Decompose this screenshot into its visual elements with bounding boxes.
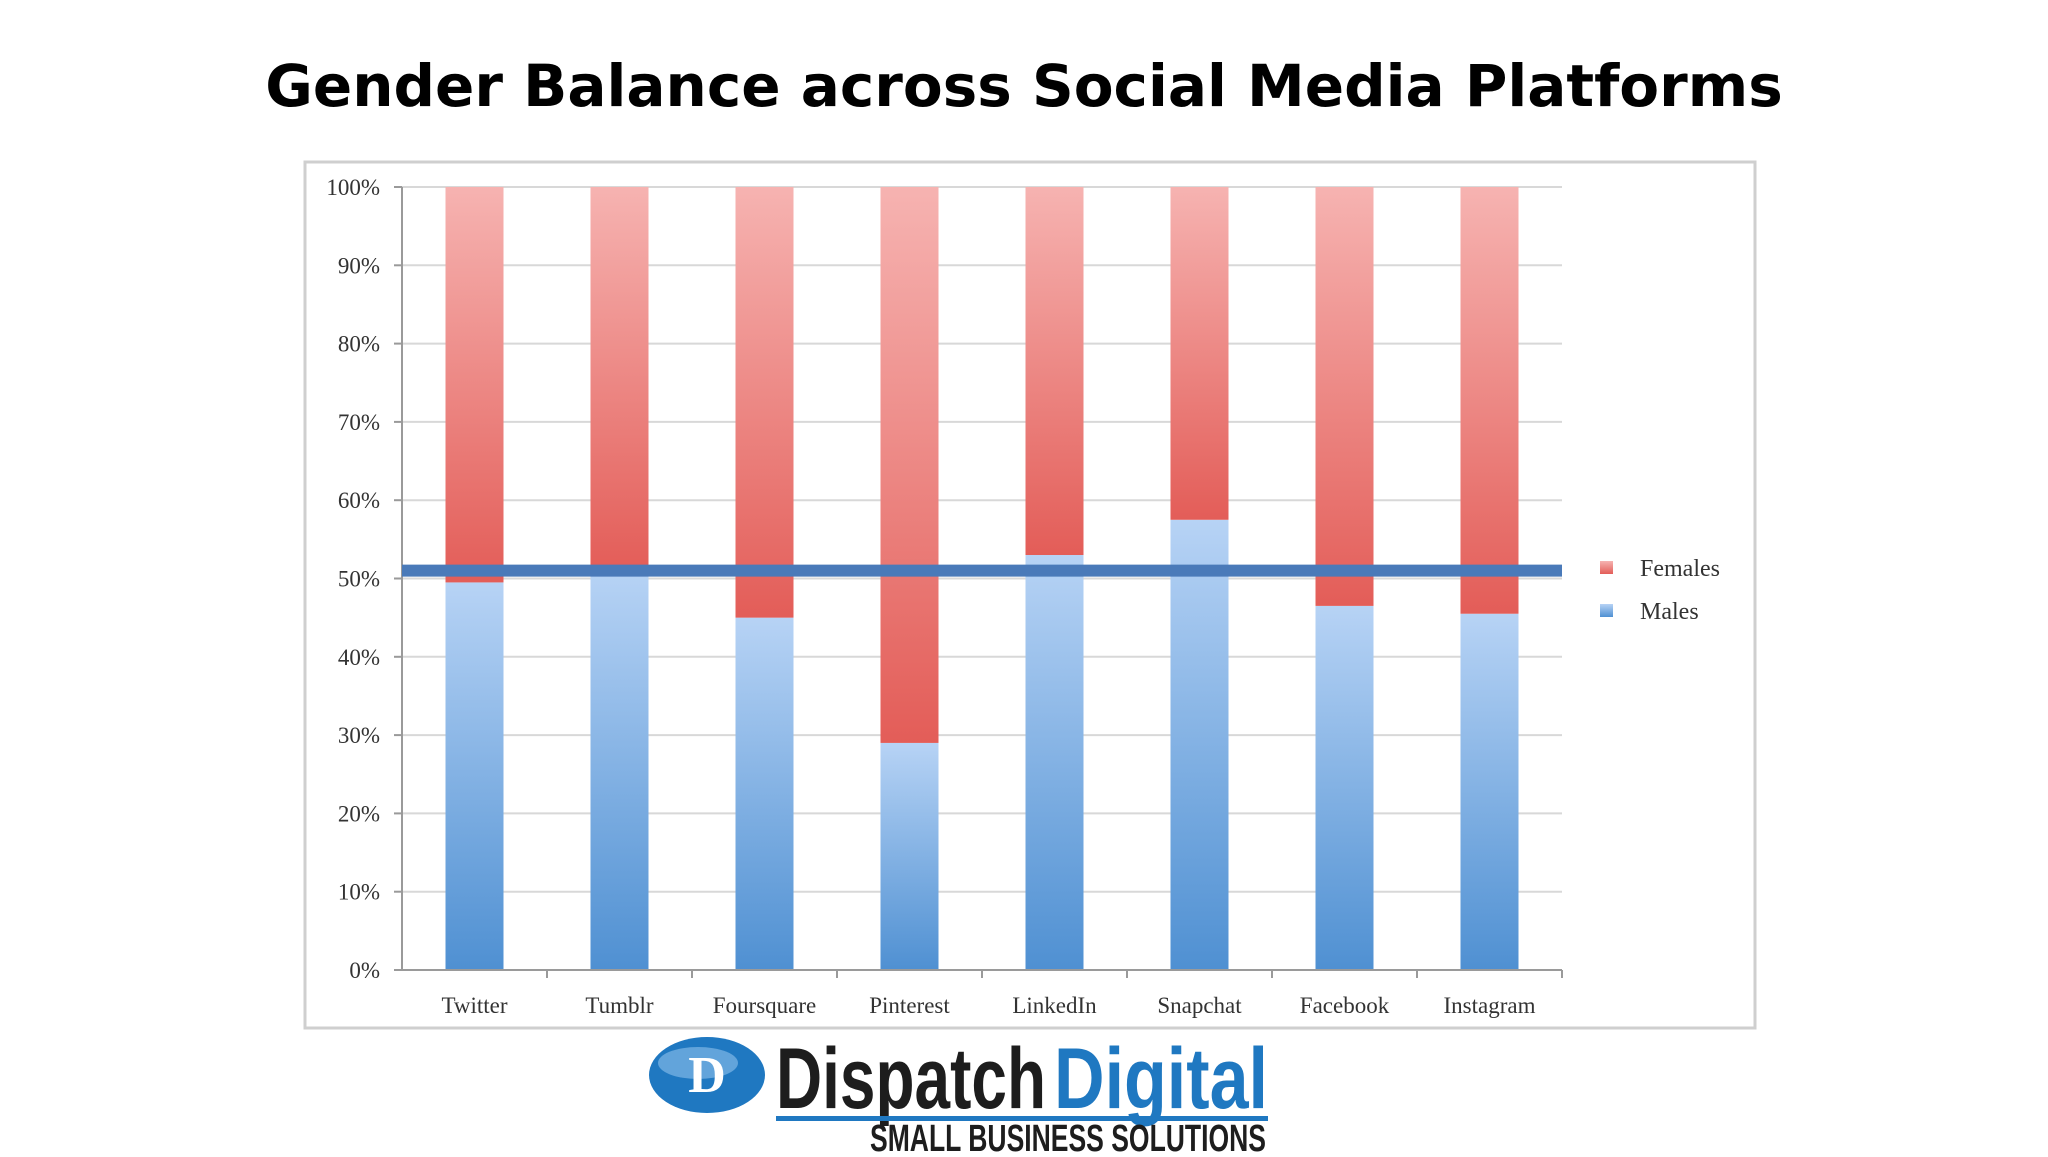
bar-females-facebook (1315, 187, 1374, 606)
bar-males-linkedin (1025, 555, 1084, 970)
y-tick-label: 90% (338, 253, 380, 278)
y-tick-label: 20% (338, 801, 380, 826)
bar-males-pinterest (880, 742, 939, 970)
x-tick-label: Pinterest (869, 993, 950, 1018)
y-tick-label: 50% (338, 567, 380, 592)
x-tick-label: Tumblr (585, 993, 654, 1018)
bar-females-snapchat (1170, 187, 1229, 520)
x-tick-label: Foursquare (713, 993, 816, 1018)
bar-females-instagram (1460, 187, 1519, 614)
y-tick-label: 40% (338, 645, 380, 670)
bar-males-snapchat (1170, 519, 1229, 970)
bar-females-foursquare (735, 187, 794, 618)
y-tick-label: 0% (349, 958, 380, 983)
bar-males-instagram (1460, 613, 1519, 970)
legend-label-males: Males (1640, 599, 1699, 625)
y-tick-label: 60% (338, 488, 380, 513)
dispatch-digital-logo: D Dispatch Digital SMALL BUSINESS SOLUTI… (640, 1030, 1280, 1157)
logo-emblem-highlight (658, 1047, 738, 1079)
bar-females-pinterest (880, 187, 939, 743)
logo-underline (776, 1116, 1268, 1121)
logo-emblem-letter: D (688, 1047, 726, 1104)
x-tick-label: Twitter (441, 993, 507, 1018)
bar-males-facebook (1315, 605, 1374, 970)
logo-tagline: SMALL BUSINESS SOLUTIONS (870, 1118, 1266, 1152)
y-tick-label: 70% (338, 410, 380, 435)
legend-label-females: Females (1640, 556, 1720, 582)
y-tick-label: 80% (338, 332, 380, 357)
y-tick-label: 100% (326, 175, 380, 200)
logo-brand-dark: Dispatch (776, 1031, 1046, 1127)
y-tick-label: 30% (338, 723, 380, 748)
bar-females-twitter (445, 187, 504, 583)
x-tick-label: LinkedIn (1012, 993, 1097, 1018)
y-tick-label: 10% (338, 880, 380, 905)
bar-males-foursquare (735, 617, 794, 970)
legend-swatch-females (1600, 561, 1613, 574)
x-tick-label: Snapchat (1157, 993, 1242, 1018)
bar-males-tumblr (590, 570, 649, 970)
bar-males-twitter (445, 582, 504, 970)
page-title: Gender Balance across Social Media Platf… (265, 52, 1783, 120)
x-tick-label: Facebook (1300, 993, 1390, 1018)
bar-females-tumblr (590, 187, 649, 571)
logo-brand-blue: Digital (1054, 1031, 1268, 1127)
bar-females-linkedin (1025, 187, 1084, 556)
x-tick-label: Instagram (1444, 993, 1536, 1018)
logo-graphic: D Dispatch Digital SMALL BUSINESS SOLUTI… (649, 1031, 1268, 1157)
legend-swatch-males (1600, 604, 1613, 617)
